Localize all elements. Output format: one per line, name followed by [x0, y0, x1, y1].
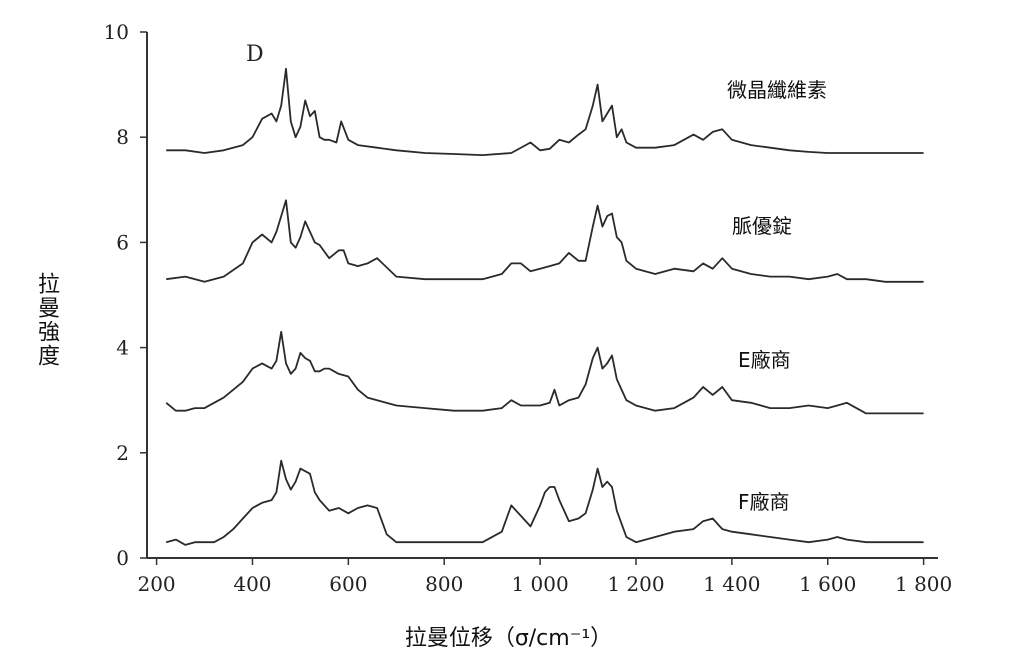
series-line-3 — [165, 459, 924, 546]
series-label-e: E廠商 — [738, 348, 791, 372]
y-axis-label-wrap: 拉曼強度 — [22, 220, 70, 420]
y-axis-label: 拉曼強度 — [34, 272, 59, 368]
series-line-0 — [166, 67, 924, 157]
x-tick-label: 1 000 — [511, 572, 568, 596]
y-tick-label: 4 — [116, 336, 129, 360]
x-tick-label: 1 800 — [895, 572, 952, 596]
series-label-f: F廠商 — [738, 490, 790, 514]
x-axis-label: 拉曼位移（σ/cm⁻¹） — [404, 626, 613, 651]
x-tick-label: 200 — [137, 572, 175, 596]
y-tick-label: 10 — [104, 20, 129, 44]
x-tick-label: 1 600 — [799, 572, 856, 596]
y-tick-label: 8 — [116, 125, 129, 149]
x-tick-label: 1 400 — [703, 572, 760, 596]
y-tick-label: 2 — [116, 441, 129, 465]
series-label-maiyouding: 脈優錠 — [732, 214, 792, 238]
y-axis-ticks: 0 2 4 6 8 10 — [104, 20, 147, 570]
series-label-mcc: 微晶纖維素 — [727, 78, 827, 102]
x-axis-ticks: 200 400 600 800 1 000 1 200 1 400 1 600 1 800 — [137, 558, 952, 596]
x-tick-label: 600 — [329, 572, 367, 596]
series-line-2 — [165, 330, 924, 415]
y-tick-label: 6 — [116, 230, 129, 254]
series-lines — [165, 67, 924, 546]
chart-axes — [146, 32, 938, 559]
x-tick-label: 800 — [425, 572, 463, 596]
x-tick-label: 1 200 — [607, 572, 664, 596]
x-tick-label: 400 — [233, 572, 271, 596]
series-line-1 — [166, 199, 924, 283]
annotation-d: D — [246, 42, 264, 67]
y-tick-label: 0 — [116, 546, 129, 570]
